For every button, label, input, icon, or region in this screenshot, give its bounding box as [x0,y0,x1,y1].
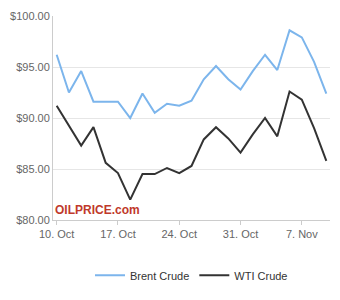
svg-text:Brent Crude: Brent Crude [130,270,189,282]
svg-text:17. Oct: 17. Oct [100,228,135,240]
svg-text:$80.00: $80.00 [16,214,50,226]
svg-text:OILPRICE.com: OILPRICE.com [55,203,140,217]
svg-text:24. Oct: 24. Oct [162,228,197,240]
svg-text:$85.00: $85.00 [16,163,50,175]
svg-text:WTI Crude: WTI Crude [234,270,287,282]
svg-text:10. Oct: 10. Oct [39,228,74,240]
svg-text:$95.00: $95.00 [16,61,50,73]
svg-text:7. Nov: 7. Nov [286,228,318,240]
svg-text:$100.00: $100.00 [10,10,50,22]
svg-text:$90.00: $90.00 [16,112,50,124]
svg-text:31. Oct: 31. Oct [223,228,258,240]
